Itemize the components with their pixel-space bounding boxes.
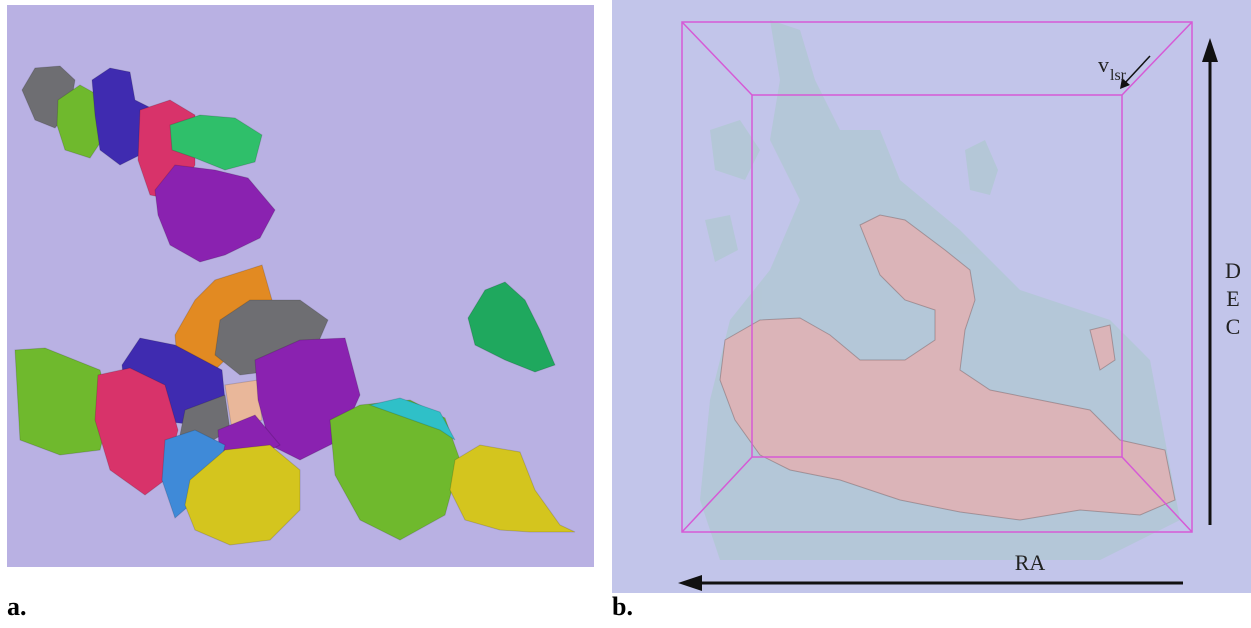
velocity-symbol: v [1098, 52, 1109, 77]
panel-label: b. [612, 592, 633, 621]
dec-letter: D [1225, 258, 1241, 283]
panel-label: a. [7, 592, 27, 621]
panel-b: v lsr D E C RA b. [612, 0, 1251, 621]
dec-letter: C [1226, 314, 1241, 339]
ra-label: RA [1015, 550, 1046, 575]
panel-a: a. [7, 5, 594, 621]
figure-page: a. v lsr [0, 0, 1251, 628]
figure: a. v lsr [0, 0, 1251, 628]
velocity-subscript: lsr [1110, 67, 1127, 84]
dec-letter: E [1226, 286, 1239, 311]
